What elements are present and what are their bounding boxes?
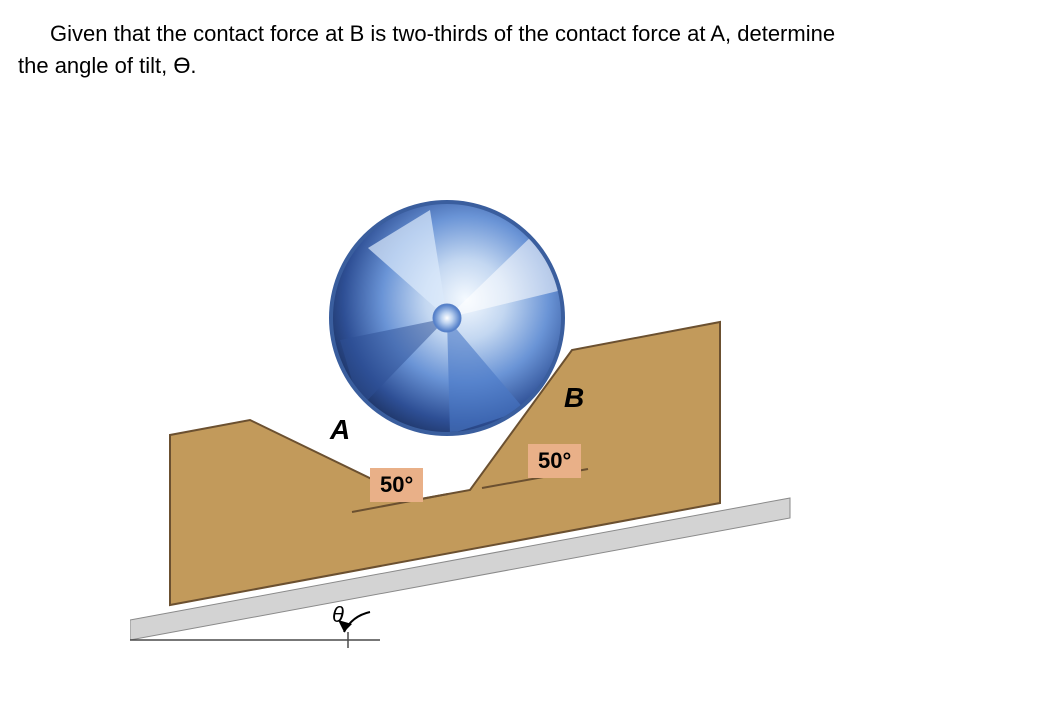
theta-label: θ [332,602,344,628]
figure-container: 50° 50° A B θ [130,140,830,680]
point-label-b: B [564,382,584,414]
theta-arrow [344,612,370,632]
angle-badge-right: 50° [528,444,581,478]
problem-statement: Given that the contact force at B is two… [18,18,1020,82]
problem-line-1: Given that the contact force at B is two… [50,21,835,46]
disk-core [433,304,461,332]
problem-line-2: the angle of tilt, ϴ. [18,53,197,78]
point-label-a: A [330,414,350,446]
diagram-svg [130,140,830,680]
angle-badge-left: 50° [370,468,423,502]
